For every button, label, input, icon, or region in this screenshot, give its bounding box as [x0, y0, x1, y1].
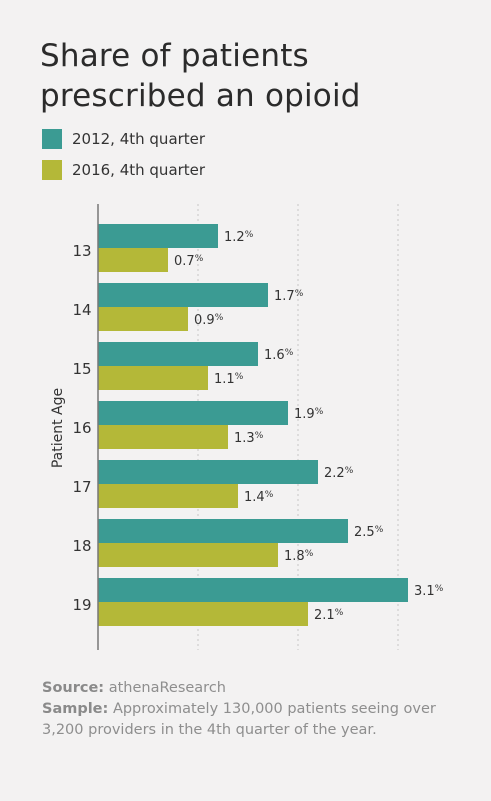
source-line: Source: athenaResearch [42, 678, 442, 699]
value-label-2012-age-19: 3.1% [414, 584, 444, 599]
value-label-2016-age-18: 1.8% [284, 549, 314, 564]
legend-label-2016: 2016, 4th quarter [72, 161, 206, 179]
value-label-2012-age-15: 1.6% [264, 348, 294, 363]
legend-item-2012: 2012, 4th quarter [42, 128, 342, 150]
value-label-2016-age-16: 1.3% [234, 431, 264, 446]
value-label-2016-age-13: 0.7% [174, 254, 204, 269]
tick-label-age-18: 18 [72, 537, 91, 555]
bar-2016-age-17 [98, 484, 238, 508]
tick-label-age-19: 19 [72, 596, 91, 614]
value-label-2012-age-13: 1.2% [224, 230, 254, 245]
source-text: athenaResearch [108, 680, 226, 696]
chart-title: Share of patients prescribed an opioid [40, 38, 361, 114]
bar-2012-age-15 [98, 342, 258, 366]
source-label: Source: [42, 680, 105, 696]
bar-2012-age-14 [98, 283, 268, 307]
bar-2012-age-13 [98, 224, 218, 248]
y-axis-label: Patient Age [50, 388, 66, 468]
value-label-2016-age-14: 0.9% [194, 313, 224, 328]
value-label-2012-age-16: 1.9% [294, 407, 324, 422]
chart-legend: 2012, 4th quarter 2016, 4th quarter [42, 128, 342, 190]
value-label-2016-age-15: 1.1% [214, 372, 244, 387]
value-label-2012-age-18: 2.5% [354, 525, 384, 540]
bar-2012-age-18 [98, 519, 348, 543]
sample-label: Sample: [42, 701, 109, 717]
value-label-2016-age-19: 2.1% [314, 608, 344, 623]
bar-2012-age-19 [98, 578, 408, 602]
value-label-2012-age-17: 2.2% [324, 466, 354, 481]
bar-2016-age-14 [98, 307, 188, 331]
tick-label-age-15: 15 [72, 360, 91, 378]
tick-label-age-13: 13 [72, 242, 91, 260]
legend-swatch-2016 [42, 160, 62, 180]
value-label-2012-age-14: 1.7% [274, 289, 304, 304]
bar-2016-age-16 [98, 425, 228, 449]
legend-label-2012: 2012, 4th quarter [72, 130, 206, 148]
bar-2016-age-19 [98, 602, 308, 626]
bar-2016-age-15 [98, 366, 208, 390]
legend-item-2016: 2016, 4th quarter [42, 159, 342, 181]
sample-text: Approximately 130,000 patients seeing ov… [42, 701, 436, 738]
bar-2012-age-16 [98, 401, 288, 425]
legend-swatch-2012 [42, 129, 62, 149]
tick-label-age-17: 17 [72, 478, 91, 496]
bar-2012-age-17 [98, 460, 318, 484]
sample-line: Sample: Approximately 130,000 patients s… [42, 699, 442, 741]
bar-2016-age-18 [98, 543, 278, 567]
bar-2016-age-13 [98, 248, 168, 272]
tick-label-age-14: 14 [72, 301, 91, 319]
value-label-2016-age-17: 1.4% [244, 490, 274, 505]
tick-label-age-16: 16 [72, 419, 91, 437]
chart-footer: Source: athenaResearch Sample: Approxima… [42, 678, 442, 741]
